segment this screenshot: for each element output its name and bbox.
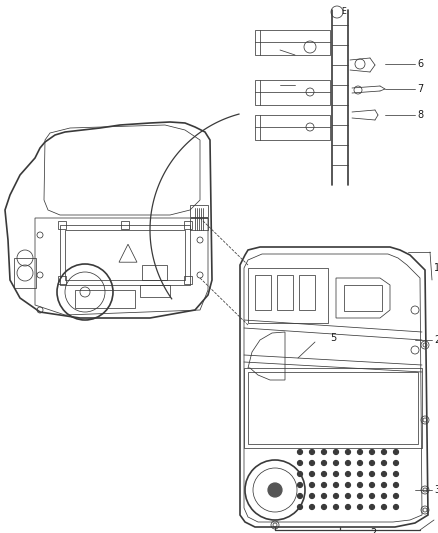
Circle shape — [321, 494, 326, 498]
Circle shape — [310, 461, 314, 465]
Circle shape — [381, 461, 386, 465]
Circle shape — [346, 461, 350, 465]
Bar — [255, 275, 271, 310]
Text: E: E — [341, 7, 346, 17]
Bar — [65, 230, 185, 280]
Circle shape — [297, 449, 303, 455]
Bar — [58, 221, 66, 229]
Text: 5: 5 — [330, 333, 336, 343]
Circle shape — [381, 449, 386, 455]
Circle shape — [297, 482, 303, 488]
Circle shape — [310, 505, 314, 510]
Bar — [75, 290, 135, 308]
Bar — [344, 285, 382, 311]
Circle shape — [333, 449, 339, 455]
Circle shape — [310, 482, 314, 488]
Circle shape — [370, 505, 374, 510]
Bar — [248, 372, 418, 444]
Circle shape — [268, 483, 282, 497]
Circle shape — [333, 461, 339, 465]
Circle shape — [297, 505, 303, 510]
Bar — [142, 265, 167, 280]
Circle shape — [370, 449, 374, 455]
Circle shape — [381, 482, 386, 488]
Circle shape — [357, 505, 363, 510]
Circle shape — [321, 472, 326, 477]
Circle shape — [393, 482, 399, 488]
Text: 7: 7 — [417, 84, 423, 94]
Circle shape — [333, 482, 339, 488]
Bar — [184, 276, 192, 284]
Bar — [121, 221, 129, 229]
Bar — [190, 218, 208, 230]
Circle shape — [370, 472, 374, 477]
Bar — [60, 225, 190, 285]
Circle shape — [310, 472, 314, 477]
Text: 2: 2 — [434, 335, 438, 345]
Circle shape — [346, 472, 350, 477]
Circle shape — [297, 461, 303, 465]
Circle shape — [381, 472, 386, 477]
Circle shape — [346, 482, 350, 488]
Circle shape — [357, 472, 363, 477]
Text: 2: 2 — [370, 528, 376, 533]
Circle shape — [370, 494, 374, 498]
Bar — [277, 275, 293, 310]
Circle shape — [393, 472, 399, 477]
Circle shape — [297, 472, 303, 477]
Bar — [248, 268, 328, 323]
Text: 8: 8 — [417, 110, 423, 120]
Circle shape — [346, 505, 350, 510]
Text: 1: 1 — [434, 263, 438, 273]
Circle shape — [357, 461, 363, 465]
Circle shape — [393, 461, 399, 465]
Circle shape — [393, 449, 399, 455]
Circle shape — [297, 494, 303, 498]
Circle shape — [310, 449, 314, 455]
Bar — [244, 368, 422, 448]
Text: 6: 6 — [417, 59, 423, 69]
Circle shape — [346, 494, 350, 498]
Circle shape — [381, 505, 386, 510]
Circle shape — [357, 482, 363, 488]
Circle shape — [393, 505, 399, 510]
Circle shape — [370, 461, 374, 465]
Circle shape — [321, 461, 326, 465]
Circle shape — [393, 494, 399, 498]
Circle shape — [321, 449, 326, 455]
Circle shape — [333, 505, 339, 510]
Bar — [299, 275, 315, 310]
Circle shape — [321, 482, 326, 488]
Bar — [190, 205, 208, 217]
Bar — [58, 276, 66, 284]
Bar — [14, 258, 36, 288]
Circle shape — [381, 494, 386, 498]
Circle shape — [370, 482, 374, 488]
Circle shape — [333, 472, 339, 477]
Circle shape — [321, 505, 326, 510]
Bar — [184, 221, 192, 229]
Text: 3: 3 — [434, 485, 438, 495]
Bar — [140, 285, 170, 297]
Circle shape — [357, 494, 363, 498]
Circle shape — [357, 449, 363, 455]
Circle shape — [333, 494, 339, 498]
Circle shape — [346, 449, 350, 455]
Circle shape — [310, 494, 314, 498]
